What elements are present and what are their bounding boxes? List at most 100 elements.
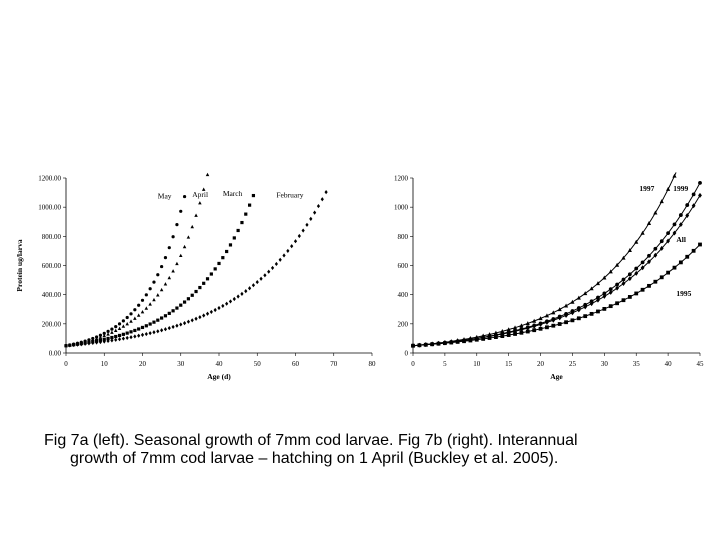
data-point: [148, 287, 152, 291]
data-point: [596, 297, 600, 303]
x-tick-label: 30: [177, 360, 185, 368]
data-point: [148, 322, 152, 326]
data-point: [240, 220, 244, 225]
series-label-march: March: [223, 189, 243, 198]
data-point: [640, 265, 645, 271]
caption-line-1: Fig 7a (left). Seasonal growth of 7mm co…: [44, 432, 578, 449]
data-point: [666, 270, 671, 275]
data-point: [614, 262, 620, 267]
data-point: [163, 314, 168, 318]
data-point: [570, 310, 575, 316]
data-point: [163, 255, 168, 260]
y-tick-label: 200: [398, 320, 409, 328]
data-point: [627, 248, 632, 252]
data-point: [672, 265, 677, 270]
data-point: [148, 302, 152, 306]
data-point: [178, 253, 183, 258]
data-point: [205, 277, 210, 281]
data-point: [532, 323, 537, 329]
y-tick-label: 600: [398, 262, 409, 270]
data-point: [608, 287, 613, 292]
data-point: [423, 342, 428, 347]
data-point: [595, 281, 601, 286]
series-line-1999: [412, 182, 701, 347]
series-march: [64, 193, 256, 348]
data-point: [468, 338, 473, 343]
data-point: [570, 318, 575, 323]
data-point: [282, 253, 286, 258]
data-point: [140, 332, 145, 337]
data-point: [525, 329, 530, 334]
figure-7a-seasonal-growth-chart: 0.00 200.00 400.00 600.00 800.00 1000.00 1200.…: [0, 160, 390, 405]
data-point: [596, 309, 600, 314]
data-point: [79, 342, 83, 347]
data-point: [106, 338, 110, 344]
data-point: [129, 312, 133, 316]
data-point: [313, 210, 317, 215]
x-tick-label: 30: [601, 360, 609, 368]
data-point: [175, 261, 179, 266]
data-point: [551, 317, 556, 323]
data-point: [513, 332, 517, 336]
data-point: [125, 331, 129, 335]
data-point: [563, 303, 569, 308]
data-point: [678, 222, 683, 228]
data-point: [129, 335, 133, 340]
data-point: [194, 289, 198, 294]
data-point: [557, 315, 562, 321]
series-label-1999: 1999: [673, 184, 688, 193]
data-point: [133, 328, 137, 333]
x-tick-label: 10: [473, 360, 481, 368]
data-point: [576, 295, 581, 300]
data-point: [156, 329, 160, 334]
data-point: [545, 319, 549, 325]
x-tick-label: 5: [443, 360, 447, 368]
data-point: [290, 244, 294, 249]
data-point: [297, 233, 301, 239]
series-label-february: February: [276, 191, 303, 200]
data-point: [666, 238, 671, 244]
data-point: [602, 275, 607, 280]
data-point: [144, 293, 148, 297]
data-point: [182, 321, 187, 326]
data-point: [167, 311, 171, 315]
data-point: [102, 339, 106, 344]
data-point: [137, 333, 141, 338]
data-point: [190, 318, 194, 323]
data-point: [442, 341, 447, 346]
series-label-1995: 1995: [676, 289, 691, 298]
data-point: [236, 294, 240, 299]
data-point: [140, 298, 145, 302]
data-point: [117, 337, 122, 342]
x-tick-label: 20: [139, 360, 147, 368]
data-point: [557, 322, 562, 326]
data-point: [114, 334, 118, 339]
data-point: [519, 330, 524, 335]
data-point: [519, 323, 524, 328]
data-point: [244, 212, 248, 216]
data-point: [190, 224, 194, 229]
data-point: [698, 192, 702, 198]
data-point: [640, 287, 645, 292]
data-point: [640, 230, 645, 235]
data-point: [647, 259, 651, 265]
y-tick-label: 0: [405, 350, 409, 358]
data-point: [474, 337, 479, 342]
data-point: [87, 341, 91, 346]
data-point: [133, 334, 137, 339]
data-point: [113, 328, 118, 333]
data-point: [133, 316, 137, 320]
data-point: [627, 295, 632, 299]
y-tick-label: 400.00: [42, 291, 62, 299]
data-point: [602, 306, 607, 311]
data-point: [576, 316, 581, 321]
data-point: [251, 193, 256, 198]
data-point: [144, 324, 148, 328]
data-point: [152, 320, 156, 324]
series-1999: [411, 180, 702, 348]
data-point: [198, 285, 202, 290]
data-point: [202, 281, 206, 285]
data-point: [201, 187, 206, 191]
data-point: [140, 310, 145, 314]
data-point: [698, 242, 702, 247]
